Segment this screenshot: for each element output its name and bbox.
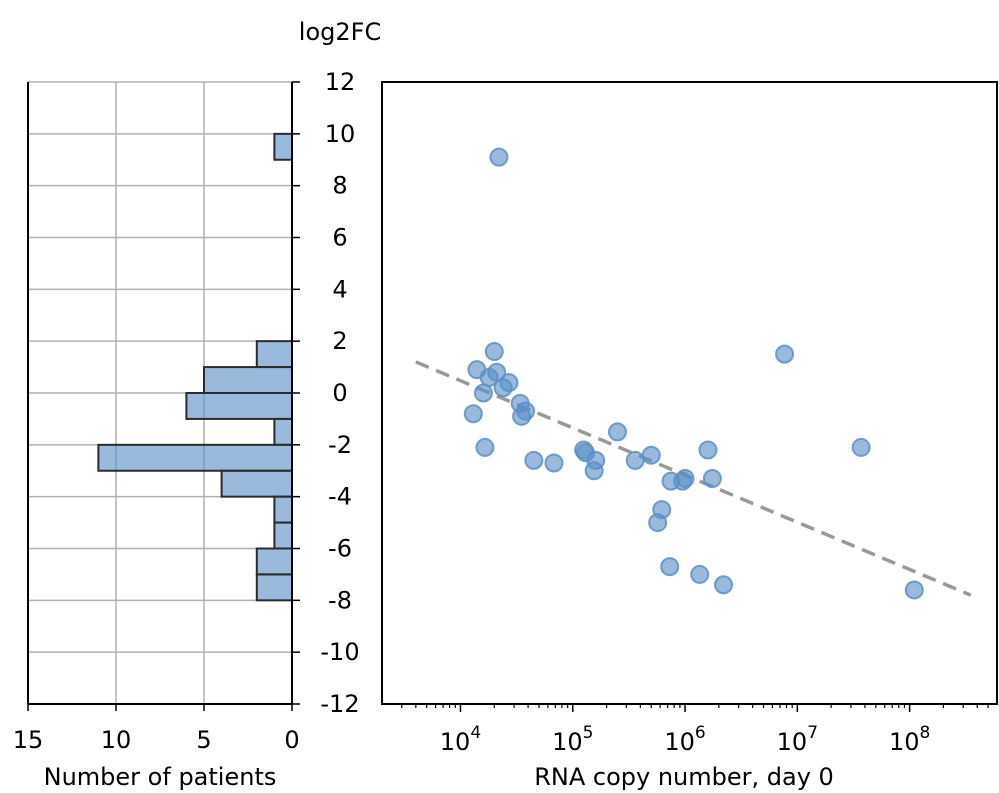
scatter-point bbox=[463, 404, 483, 424]
scatter-point bbox=[607, 422, 627, 442]
y-tick-label: -6 bbox=[328, 535, 352, 563]
scatter-x-tick-label: 105 bbox=[552, 723, 593, 756]
y-tick-label: 2 bbox=[332, 327, 347, 355]
scatter-x-ticks: 104 105 106 107 108 bbox=[401, 704, 989, 756]
histogram-bars bbox=[97, 132, 294, 602]
scatter-point bbox=[544, 453, 564, 473]
shared-y-ticks: 12 10 8 6 4 2 0 -2 -4 -6 -8 -10 -12 bbox=[292, 68, 360, 718]
trend-line bbox=[415, 360, 972, 597]
tick-label-exponent: 7 bbox=[807, 723, 818, 743]
y-tick-label: -8 bbox=[328, 586, 352, 614]
scatter-point bbox=[641, 445, 661, 465]
scatter-point bbox=[851, 437, 871, 457]
y-tick-label: -2 bbox=[328, 431, 352, 459]
scatter-point bbox=[473, 383, 493, 403]
scatter-axes bbox=[381, 81, 998, 705]
scatter-point bbox=[484, 342, 504, 362]
histogram-bar bbox=[273, 521, 293, 550]
histogram-bar bbox=[255, 547, 293, 576]
scatter-x-axis-label: RNA copy number, day 0 bbox=[534, 763, 834, 791]
y-tick-label: -10 bbox=[320, 638, 359, 666]
scatter-point bbox=[489, 147, 509, 167]
scatter-x-tick-label: 104 bbox=[440, 723, 481, 756]
scatter-point bbox=[675, 469, 695, 489]
tick-label-exponent: 4 bbox=[470, 723, 481, 743]
histogram-bar bbox=[255, 340, 293, 369]
scatter-points bbox=[463, 147, 924, 600]
tick-label-base: 10 bbox=[664, 728, 695, 756]
tick-label-exponent: 5 bbox=[583, 723, 594, 743]
histogram-bar bbox=[273, 417, 293, 446]
tick-label-exponent: 6 bbox=[695, 723, 706, 743]
scatter-frame bbox=[381, 81, 998, 705]
scatter-point bbox=[690, 564, 710, 584]
histogram-bar bbox=[273, 495, 293, 524]
scatter-x-tick-label: 107 bbox=[777, 723, 818, 756]
scatter-point bbox=[648, 513, 668, 533]
scatter-point bbox=[904, 580, 924, 600]
y-tick-label: 0 bbox=[332, 379, 347, 407]
scatter-point bbox=[475, 437, 495, 457]
scatter-point bbox=[584, 461, 604, 481]
y-tick-label: 4 bbox=[332, 275, 347, 303]
histogram-bar bbox=[97, 443, 294, 472]
histogram-x-tick-label: 5 bbox=[196, 726, 211, 754]
histogram-x-tick-label: 15 bbox=[13, 726, 44, 754]
tick-label-base: 10 bbox=[440, 728, 471, 756]
histogram-bar bbox=[185, 392, 293, 420]
histogram-x-tick-label: 0 bbox=[284, 726, 299, 754]
y-tick-label: -12 bbox=[320, 690, 359, 718]
scatter-point bbox=[660, 557, 680, 577]
tick-label-base: 10 bbox=[777, 728, 808, 756]
scatter-point bbox=[512, 406, 532, 426]
histogram-bar bbox=[203, 366, 293, 395]
y-tick-label: 8 bbox=[332, 172, 347, 200]
scatter-x-tick-label: 108 bbox=[889, 723, 930, 756]
tick-label-base: 10 bbox=[889, 728, 920, 756]
scatter-point bbox=[775, 344, 795, 364]
histogram-x-tick-label: 10 bbox=[101, 726, 132, 754]
histogram-bar bbox=[255, 573, 293, 602]
scatter-point bbox=[714, 575, 734, 595]
histogram-x-ticks: 15 10 5 0 bbox=[13, 704, 300, 754]
histogram-x-axis-label: Number of patients bbox=[44, 763, 277, 791]
scatter-point bbox=[698, 440, 718, 460]
y-tick-label: 6 bbox=[332, 224, 347, 252]
histogram-bar bbox=[220, 469, 294, 498]
y-tick-label: 12 bbox=[325, 68, 356, 96]
scatter-point bbox=[524, 450, 544, 470]
scatter-point bbox=[493, 378, 513, 398]
y-tick-label: -4 bbox=[328, 483, 352, 511]
tick-label-base: 10 bbox=[552, 728, 583, 756]
y-axis-label: log2FC bbox=[299, 18, 381, 46]
histogram-bar bbox=[273, 132, 293, 161]
trend-line-group bbox=[415, 360, 972, 597]
scatter-x-tick-label: 106 bbox=[664, 723, 705, 756]
tick-label-exponent: 8 bbox=[919, 723, 930, 743]
scatter-point bbox=[702, 469, 722, 489]
y-tick-label: 10 bbox=[325, 120, 356, 148]
scatter-point bbox=[625, 450, 645, 470]
